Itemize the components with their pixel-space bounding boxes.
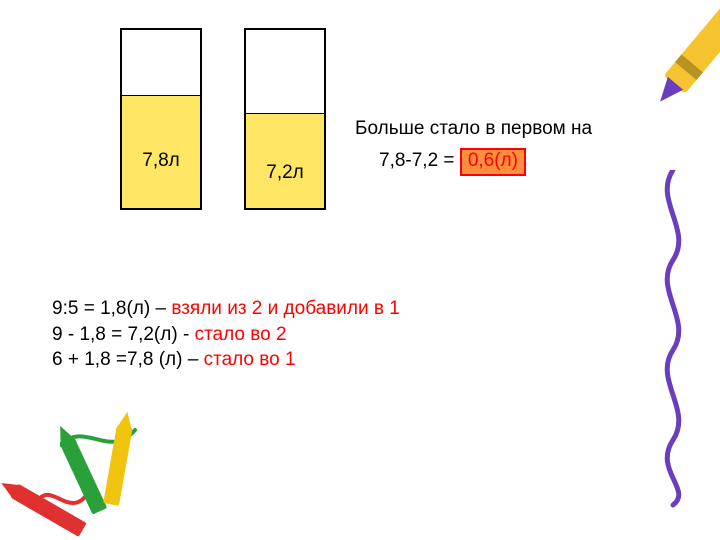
squiggle-icon xyxy=(648,170,698,510)
statement-prefix: 7,8-7,2 = xyxy=(379,150,460,171)
calc-line-1: 9:5 = 1,8(л) – взяли из 2 и добавили в 1 xyxy=(52,296,400,322)
container-2-label: 7,2л xyxy=(246,162,324,184)
container-1-label: 7,8л xyxy=(122,150,200,172)
container-2: 7,2л xyxy=(244,28,326,210)
statement-line-2: 7,8-7,2 = 0,6(л) xyxy=(379,148,526,176)
calc-line-2: 9 - 1,8 = 7,2(л) - стало во 2 xyxy=(52,322,400,348)
calc-line-3: 6 + 1,8 =7,8 (л) – стало во 1 xyxy=(52,347,400,373)
statement-line-1: Больше стало в первом на xyxy=(355,118,592,140)
container-1: 7,8л xyxy=(120,28,202,210)
crayon-icon xyxy=(663,0,720,94)
container-2-fill xyxy=(246,113,324,208)
crayon-cluster-icon xyxy=(30,415,170,525)
calculation-block: 9:5 = 1,8(л) – взяли из 2 и добавили в 1… xyxy=(52,296,400,373)
answer-highlight: 0,6(л) xyxy=(460,148,526,176)
